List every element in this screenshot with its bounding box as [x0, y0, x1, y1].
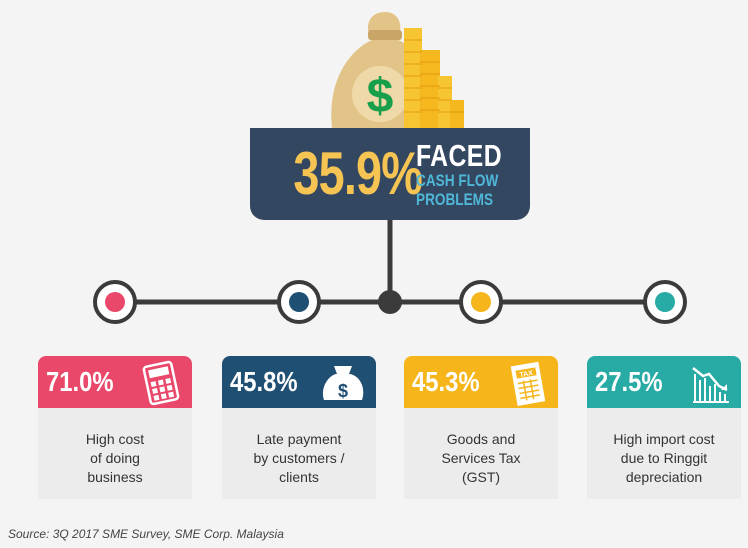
card-line: business: [87, 469, 143, 485]
card-line: depreciation: [625, 469, 703, 485]
card-description: Goods and Services Tax (GST): [404, 408, 558, 499]
card-percent: 45.3%: [412, 366, 480, 397]
hero-banner: [250, 128, 530, 220]
node-3: [459, 280, 503, 324]
card-percent: 71.0%: [46, 366, 114, 397]
card-description: High import cost due to Ringgit deprecia…: [587, 408, 741, 499]
node-1: [93, 280, 137, 324]
card-line: Services Tax: [441, 450, 521, 466]
hero-banner-text: 35.9% FACED CASH FLOW PROBLEMS: [250, 128, 530, 220]
card-line: Goods and: [446, 431, 516, 447]
card-line: Late payment: [256, 431, 342, 447]
node-2: [277, 280, 321, 324]
card-percent: 45.8%: [230, 366, 298, 397]
card-line: clients: [279, 469, 319, 485]
card-header: 45.3% TAX: [404, 356, 558, 408]
hero-percent: 35.9%: [292, 140, 423, 207]
calculator-icon: [142, 360, 180, 406]
money-bag-icon: $: [322, 366, 364, 401]
factor-card-high-cost: 71.0% High cost of doing business: [38, 356, 192, 499]
factor-card-gst: 45.3% TAX Goods and Services Tax (GST): [404, 356, 558, 499]
card-line: by customers /: [253, 450, 345, 466]
hero-title: FACED: [415, 137, 502, 173]
source-note: Source: 3Q 2017 SME Survey, SME Corp. Ma…: [8, 527, 284, 541]
card-line: of doing: [90, 450, 140, 466]
card-line: (GST): [461, 469, 501, 485]
hero-subtitle-line-2: PROBLEMS: [415, 189, 493, 209]
node-4: [643, 280, 687, 324]
svg-text:TAX: TAX: [519, 370, 534, 379]
card-line: High cost: [85, 431, 145, 447]
declining-chart-icon: [692, 367, 729, 403]
card-description: Late payment by customers / clients: [222, 408, 376, 499]
card-header: 71.0%: [38, 356, 192, 408]
svg-text:$: $: [338, 381, 348, 401]
factor-card-import-cost: 27.5% High import cost due to Ringgit de…: [587, 356, 741, 499]
hub-node: [378, 290, 402, 314]
factor-card-late-payment: 45.8% $ Late payment by customers / clie…: [222, 356, 376, 499]
card-percent: 27.5%: [595, 366, 663, 397]
dollar-icon: $: [367, 70, 394, 123]
tax-document-icon: TAX: [510, 361, 546, 406]
card-line: High import cost: [613, 431, 715, 447]
card-header: 27.5%: [587, 356, 741, 408]
coin-stacks: [404, 28, 464, 128]
hero-subtitle-line-1: CASH FLOW: [415, 170, 499, 190]
card-header: 45.8% $: [222, 356, 376, 408]
card-description: High cost of doing business: [38, 408, 192, 499]
card-line: due to Ringgit: [620, 450, 708, 466]
hero-label: FACED CASH FLOW PROBLEMS: [416, 140, 524, 209]
